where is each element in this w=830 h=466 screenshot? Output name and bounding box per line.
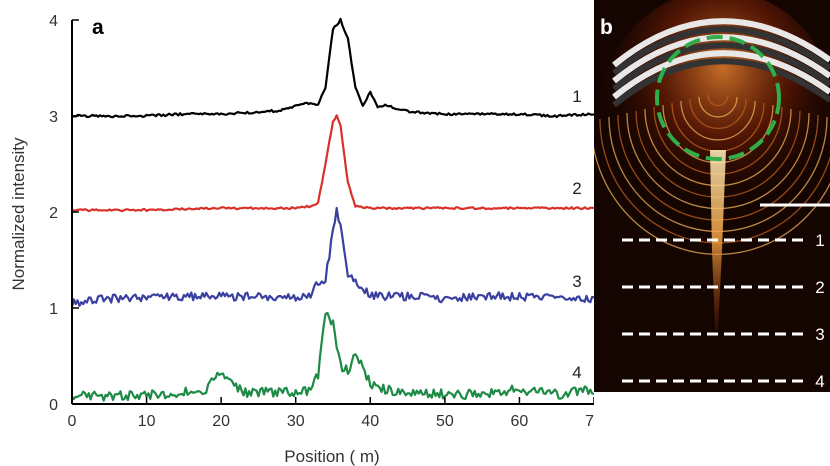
line-label-layer: 1 2 3 4 — [572, 87, 581, 382]
lens-layer — [612, 26, 830, 76]
lens-layer — [612, 50, 830, 100]
x-tick-label: 70 — [585, 413, 594, 430]
line-label-2: 2 — [572, 179, 581, 198]
line-chart-panel-a: a 0 10 20 30 40 50 60 70 0 1 2 3 4 Position ( m) Nor… — [9, 13, 594, 466]
fringe-arc — [707, 94, 729, 107]
fringe-arc — [680, 100, 756, 141]
series-layer — [70, 17, 594, 402]
y-axis-label: Normalized intensity — [9, 137, 28, 291]
panel-letter-a: a — [92, 16, 104, 39]
focus-region-circle — [655, 35, 781, 161]
x-tick-label: 30 — [287, 413, 305, 430]
fringe-arc — [698, 96, 738, 118]
x-axis-label: Position ( m) — [284, 447, 379, 466]
series-line-1 — [71, 17, 594, 119]
x-tick-label: 40 — [361, 413, 379, 430]
panel-letter-b: b — [600, 16, 613, 39]
y-tick-label: 4 — [49, 13, 58, 30]
cut-line-label-2: 2 — [815, 278, 824, 297]
line-label-3: 3 — [572, 272, 581, 291]
lens-stack — [612, 18, 830, 108]
microscopy-image-panel-b: 1 2 3 4 b — [594, 0, 830, 392]
y-tick-label: 2 — [49, 205, 58, 222]
series-line-3 — [70, 206, 594, 308]
line-label-4: 4 — [572, 363, 581, 382]
line-label-1: 1 — [572, 87, 581, 106]
cut-line-label-3: 3 — [815, 325, 824, 344]
beam-image: 1 2 3 4 b — [594, 0, 830, 392]
cut-lines: 1 2 3 4 — [622, 231, 825, 391]
x-tick-label: 20 — [212, 413, 230, 430]
axis-layer: 0 10 20 30 40 50 60 70 0 1 2 3 4 — [49, 13, 594, 430]
y-tick-label: 3 — [49, 109, 58, 126]
lens-layer — [612, 58, 830, 108]
fringe-arc — [689, 98, 747, 129]
y-tick-label: 1 — [49, 301, 58, 318]
x-tick-label: 50 — [436, 413, 454, 430]
y-tick-label: 0 — [49, 397, 58, 414]
series-line-2 — [71, 114, 594, 213]
lens-layer — [612, 18, 830, 68]
x-tick-label: 10 — [138, 413, 156, 430]
cut-line-label-4: 4 — [815, 372, 824, 391]
series-line-4 — [71, 311, 594, 402]
x-tick-label: 0 — [68, 413, 77, 430]
x-tick-label: 60 — [511, 413, 529, 430]
cut-line-label-1: 1 — [815, 231, 824, 250]
lens-layer — [612, 42, 830, 92]
